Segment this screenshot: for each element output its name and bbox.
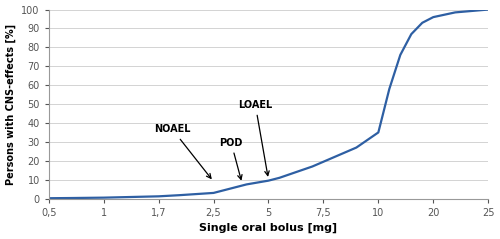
Y-axis label: Persons with CNS-effects [%]: Persons with CNS-effects [%] (6, 23, 16, 185)
Text: NOAEL: NOAEL (154, 124, 211, 178)
Text: LOAEL: LOAEL (238, 100, 272, 176)
Text: POD: POD (220, 138, 243, 179)
X-axis label: Single oral bolus [mg]: Single oral bolus [mg] (200, 223, 338, 234)
